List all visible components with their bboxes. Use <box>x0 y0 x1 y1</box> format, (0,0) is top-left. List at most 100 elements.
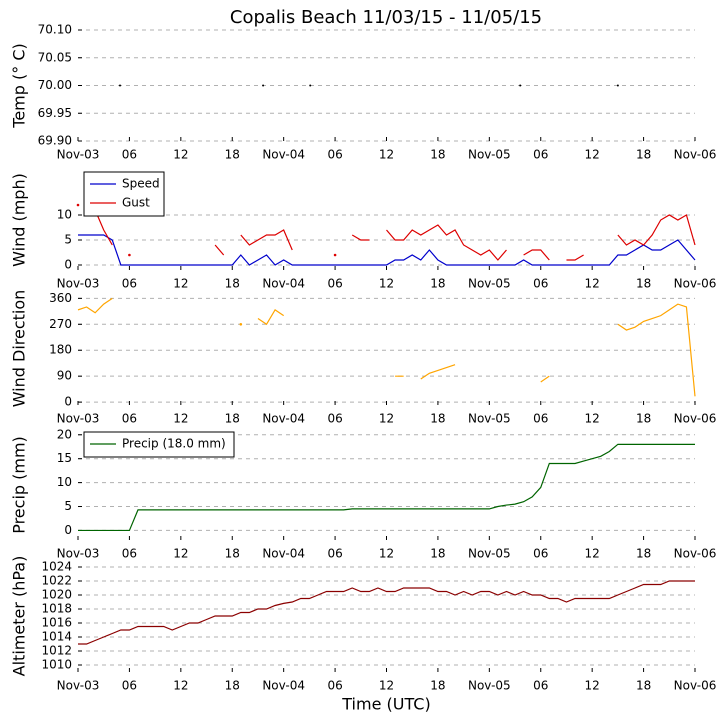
y-tick-label: 10 <box>57 475 72 489</box>
point <box>128 253 131 257</box>
y-axis-label: Wind (mph) <box>10 173 29 267</box>
x-tick-label: 18 <box>430 547 445 561</box>
x-tick-label: 12 <box>585 277 600 291</box>
y-tick-label: 0 <box>64 395 72 409</box>
y-axis-label: Precip (mm) <box>10 436 29 534</box>
y-tick-label: 1014 <box>41 630 72 644</box>
y-tick-label: 70.05 <box>38 50 72 64</box>
x-tick-label: 12 <box>585 412 600 426</box>
x-tick-label: 12 <box>173 412 188 426</box>
x-tick-label: 12 <box>585 679 600 693</box>
x-tick-label: Nov-03 <box>57 412 100 426</box>
y-tick-label: 1010 <box>41 658 72 672</box>
x-axis-label: Time (UTC) <box>341 695 430 714</box>
legend: Precip (18.0 mm) <box>83 431 235 458</box>
x-tick-label: 18 <box>225 547 240 561</box>
point <box>309 84 312 87</box>
x-tick-label: 12 <box>173 547 188 561</box>
x-tick-label: 06 <box>533 547 548 561</box>
legend-label: Precip (18.0 mm) <box>122 437 226 451</box>
x-tick-label: 18 <box>225 679 240 693</box>
y-tick-label: 1022 <box>41 574 72 588</box>
x-tick-label: Nov-06 <box>674 547 717 561</box>
x-tick-label: Nov-05 <box>468 277 511 291</box>
x-tick-label: 12 <box>379 547 394 561</box>
x-tick-label: 12 <box>173 148 188 162</box>
x-tick-label: 12 <box>585 547 600 561</box>
point <box>616 84 619 87</box>
y-tick-label: 1016 <box>41 616 72 630</box>
x-tick-label: Nov-05 <box>468 547 511 561</box>
x-tick-label: 06 <box>327 547 342 561</box>
x-tick-label: 12 <box>173 277 188 291</box>
y-tick-label: 0 <box>64 258 72 272</box>
point <box>262 84 265 87</box>
x-tick-label: 12 <box>585 148 600 162</box>
y-tick-label: 69.95 <box>38 106 72 120</box>
x-tick-label: 12 <box>379 679 394 693</box>
y-tick-label: 1012 <box>41 644 72 658</box>
x-tick-label: Nov-03 <box>57 277 100 291</box>
y-tick-label: 15 <box>57 451 72 465</box>
y-tick-label: 70.00 <box>38 78 72 92</box>
legend-box <box>83 171 165 217</box>
x-tick-label: Nov-04 <box>262 679 305 693</box>
x-tick-label: 18 <box>636 547 651 561</box>
y-tick-label: 90 <box>57 369 72 383</box>
point <box>76 203 80 207</box>
x-tick-label: 12 <box>379 277 394 291</box>
x-tick-label: 06 <box>122 679 137 693</box>
legend-label: Speed <box>122 177 160 191</box>
x-tick-label: Nov-03 <box>57 148 100 162</box>
legend: Speed Gust <box>83 171 165 217</box>
x-tick-label: Nov-04 <box>262 148 305 162</box>
y-tick-label: 360 <box>49 291 72 305</box>
x-tick-label: 18 <box>636 679 651 693</box>
x-tick-label: Nov-04 <box>262 277 305 291</box>
x-tick-label: 06 <box>533 148 548 162</box>
x-tick-label: 12 <box>379 412 394 426</box>
x-tick-label: 18 <box>636 148 651 162</box>
x-tick-label: Nov-03 <box>57 547 100 561</box>
y-tick-label: 180 <box>49 343 72 357</box>
y-tick-label: 70.10 <box>38 23 72 37</box>
x-tick-label: 06 <box>327 277 342 291</box>
x-tick-label: 06 <box>122 148 137 162</box>
y-tick-label: 10 <box>57 208 72 222</box>
line <box>78 580 695 645</box>
x-tick-label: 18 <box>636 412 651 426</box>
x-tick-label: 18 <box>225 412 240 426</box>
y-tick-label: 0 <box>64 523 72 537</box>
y-axis-label: Temp (° C) <box>10 43 29 128</box>
x-tick-label: Nov-06 <box>674 412 717 426</box>
x-tick-label: 06 <box>533 412 548 426</box>
x-tick-label: 12 <box>379 148 394 162</box>
x-tick-label: Nov-05 <box>468 412 511 426</box>
x-tick-label: Nov-05 <box>468 679 511 693</box>
x-tick-label: 18 <box>225 148 240 162</box>
y-axis-label: Wind Direction <box>10 290 29 408</box>
x-tick-label: 06 <box>122 547 137 561</box>
x-tick-label: 12 <box>173 679 188 693</box>
y-tick-label: 5 <box>64 233 72 247</box>
x-tick-label: 06 <box>327 148 342 162</box>
x-tick-label: 06 <box>533 277 548 291</box>
y-axis-label: Altimeter (hPa) <box>10 556 29 677</box>
line <box>77 297 696 397</box>
x-tick-label: 18 <box>430 412 445 426</box>
x-tick-label: Nov-06 <box>674 679 717 693</box>
x-tick-label: 06 <box>122 412 137 426</box>
x-tick-label: 18 <box>430 148 445 162</box>
point <box>519 84 522 87</box>
y-tick-label: 69.90 <box>38 134 72 148</box>
x-tick-label: Nov-04 <box>262 412 305 426</box>
point <box>118 84 121 87</box>
x-tick-label: 18 <box>225 277 240 291</box>
y-tick-label: 270 <box>49 317 72 331</box>
y-tick-label: 1024 <box>41 560 72 574</box>
figure-title: Copalis Beach 11/03/15 - 11/05/15 <box>230 7 542 28</box>
x-tick-label: 18 <box>430 679 445 693</box>
x-tick-label: 18 <box>636 277 651 291</box>
x-tick-label: Nov-03 <box>57 679 100 693</box>
